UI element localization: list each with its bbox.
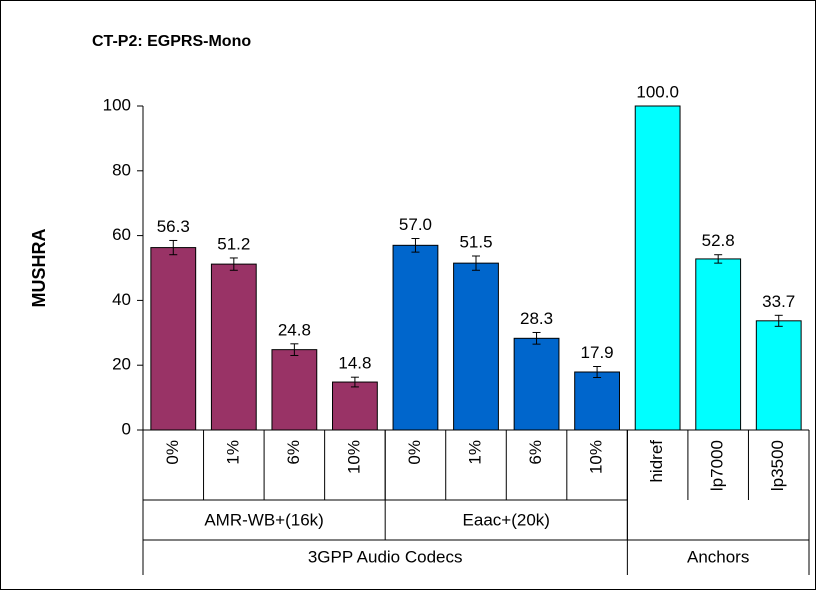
value-label: 57.0 <box>399 215 432 234</box>
bar <box>210 263 257 431</box>
group-label: AMR-WB+(16k) <box>204 510 323 529</box>
bar <box>332 381 378 431</box>
y-tick-label: 0 <box>122 419 131 438</box>
value-label: 51.2 <box>217 234 250 253</box>
x-tick-label: 6% <box>526 440 545 465</box>
y-tick-label: 20 <box>112 355 131 374</box>
bar <box>574 371 620 431</box>
group-label: Eaac+(20k) <box>463 510 550 529</box>
value-label: 17.9 <box>581 343 614 362</box>
x-tick-label: 0% <box>405 440 424 465</box>
value-label: 56.3 <box>157 217 190 236</box>
y-tick-label: 80 <box>112 160 131 179</box>
bar <box>755 320 802 431</box>
x-tick-label: hidref <box>647 440 666 483</box>
value-label: 24.8 <box>278 320 311 339</box>
x-tick-label: 6% <box>284 440 303 465</box>
x-tick-label: 10% <box>344 440 363 474</box>
bar <box>634 105 681 431</box>
value-label: 28.3 <box>520 309 553 328</box>
bar <box>453 262 499 431</box>
y-axis-label: MUSHRA <box>29 229 49 308</box>
chart-title: CT-P2: EGPRS-Mono <box>92 33 251 50</box>
value-label: 33.7 <box>762 292 795 311</box>
top-group-label: 3GPP Audio Codecs <box>308 547 463 566</box>
x-tick-label: 1% <box>223 440 242 465</box>
y-tick-label: 100 <box>103 95 131 114</box>
bar <box>271 349 318 431</box>
value-label: 100.0 <box>636 82 679 101</box>
bar <box>695 258 742 431</box>
x-tick-label: 1% <box>465 440 484 465</box>
x-tick-label: lp7000 <box>708 440 727 491</box>
y-tick-label: 60 <box>112 225 131 244</box>
x-tick-label: 10% <box>587 440 606 474</box>
value-label: 51.5 <box>459 232 492 251</box>
top-group-label: Anchors <box>687 547 749 566</box>
bar <box>150 247 197 431</box>
bar <box>392 244 439 431</box>
bar <box>513 337 560 431</box>
y-tick-label: 40 <box>112 290 131 309</box>
value-label: 52.8 <box>702 231 735 250</box>
value-label: 14.8 <box>338 354 371 373</box>
x-tick-label: 0% <box>163 440 182 465</box>
x-tick-label: lp3500 <box>768 440 787 491</box>
